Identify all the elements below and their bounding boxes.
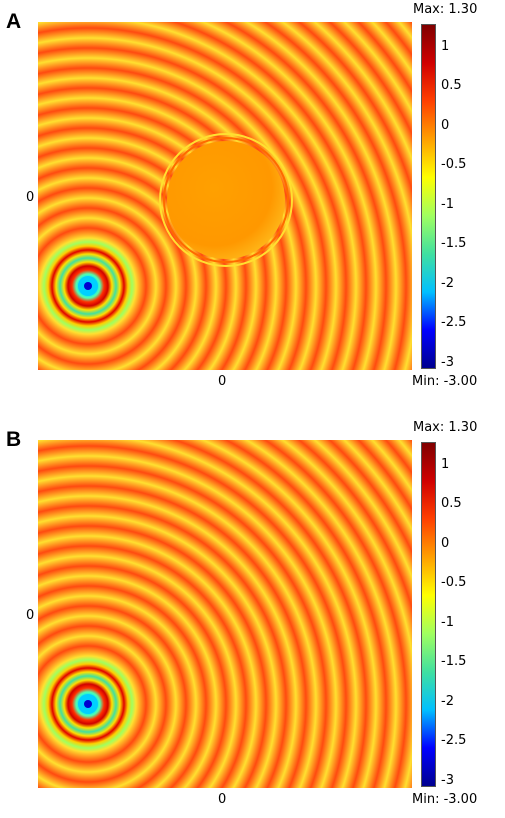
x-axis-tick: 0 xyxy=(218,374,227,389)
panel-a: A 0 0 Max: 1.30 Min: -3. xyxy=(0,0,505,400)
wave-field-plot xyxy=(38,22,412,370)
scatterer-disc xyxy=(167,141,285,259)
colorbar-max-label: Max: 1.30 xyxy=(413,2,478,17)
colorbar-tick: 0 xyxy=(441,118,450,133)
panel-b: B 0 0 Max: 1.30 Min: -3.00 1 0.5 0 -0.5 … xyxy=(0,418,505,818)
colorbar-tick: -1.5 xyxy=(441,654,467,669)
colorbar-tick: -3 xyxy=(441,355,454,370)
colorbar-tick: -0.5 xyxy=(441,575,467,590)
x-axis-tick: 0 xyxy=(218,792,227,807)
colorbar-tick: 0 xyxy=(441,536,450,551)
scatterer-outer-ring xyxy=(159,133,293,267)
colorbar-tick: -2 xyxy=(441,694,454,709)
colorbar-min-label: Min: -3.00 xyxy=(412,792,478,807)
wave-field-background xyxy=(38,440,412,788)
panel-letter: A xyxy=(6,10,22,33)
panel-letter: B xyxy=(6,428,22,451)
colorbar-tick: 1 xyxy=(441,457,450,472)
colorbar-tick: -1 xyxy=(441,197,454,212)
colorbar-tick: 0.5 xyxy=(441,78,462,93)
colorbar-tick: -1 xyxy=(441,615,454,630)
colorbar-tick: -2.5 xyxy=(441,315,467,330)
colorbar xyxy=(421,442,436,787)
colorbar-tick: -2 xyxy=(441,276,454,291)
y-axis-tick: 0 xyxy=(26,608,35,623)
scatterer-inner-ring xyxy=(163,137,289,263)
colorbar-tick: -2.5 xyxy=(441,733,467,748)
colorbar-tick: 0.5 xyxy=(441,496,462,511)
colorbar-tick: -1.5 xyxy=(441,236,467,251)
wave-field-svg xyxy=(38,440,412,788)
colorbar-min-label: Min: -3.00 xyxy=(412,374,478,389)
colorbar-max-label: Max: 1.30 xyxy=(413,420,478,435)
source-core xyxy=(84,700,92,708)
colorbar-tick: 1 xyxy=(441,39,450,54)
colorbar-tick: -0.5 xyxy=(441,157,467,172)
y-axis-tick: 0 xyxy=(26,190,35,205)
colorbar-tick: -3 xyxy=(441,773,454,788)
source-core xyxy=(84,282,92,290)
wave-field-plot xyxy=(38,440,412,788)
colorbar xyxy=(421,24,436,369)
wave-field-svg xyxy=(38,22,412,370)
